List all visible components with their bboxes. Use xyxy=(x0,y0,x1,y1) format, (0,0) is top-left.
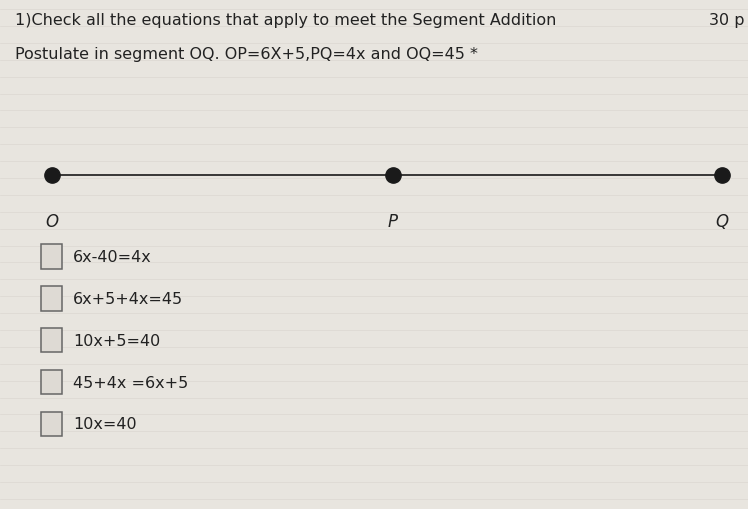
FancyBboxPatch shape xyxy=(41,328,62,353)
Text: 6x-40=4x: 6x-40=4x xyxy=(73,249,152,265)
Text: 6x+5+4x=45: 6x+5+4x=45 xyxy=(73,291,183,306)
FancyBboxPatch shape xyxy=(41,412,62,436)
Text: O: O xyxy=(46,212,59,230)
Text: Q: Q xyxy=(715,212,729,230)
Text: P: P xyxy=(387,212,398,230)
FancyBboxPatch shape xyxy=(41,370,62,394)
Text: 10x+5=40: 10x+5=40 xyxy=(73,333,161,348)
Text: Postulate in segment OQ. OP=6X+5,PQ=4x and OQ=45 *: Postulate in segment OQ. OP=6X+5,PQ=4x a… xyxy=(15,47,478,62)
Text: 10x=40: 10x=40 xyxy=(73,416,137,432)
Text: 45+4x =6x+5: 45+4x =6x+5 xyxy=(73,375,188,390)
FancyBboxPatch shape xyxy=(41,287,62,311)
FancyBboxPatch shape xyxy=(41,245,62,269)
Text: 1)Check all the equations that apply to meet the Segment Addition: 1)Check all the equations that apply to … xyxy=(15,13,557,27)
Text: 30 p: 30 p xyxy=(709,13,744,27)
